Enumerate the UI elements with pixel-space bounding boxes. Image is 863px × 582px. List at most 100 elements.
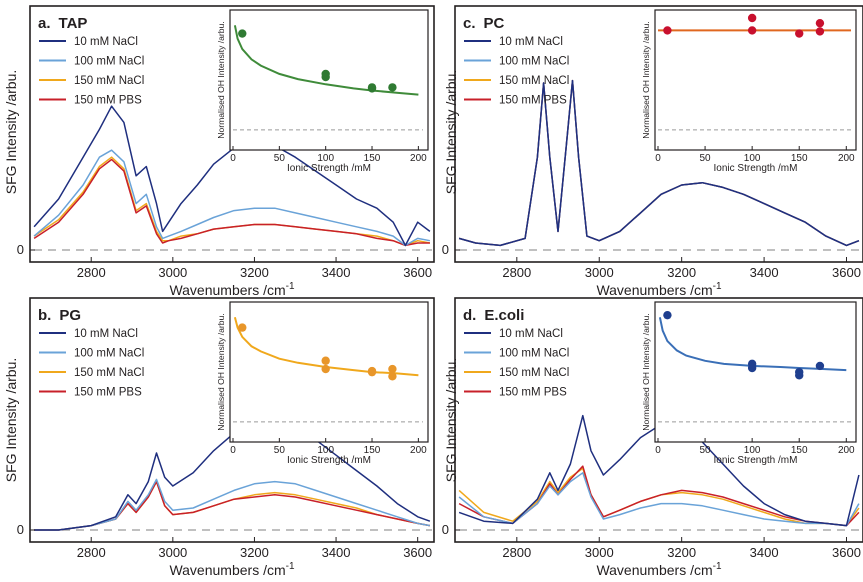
x-tick-label: 3600 (832, 265, 861, 280)
series-group (458, 79, 860, 247)
panel-title: b. PG (38, 307, 81, 324)
inset-x-tick-label: 100 (744, 153, 761, 164)
panel-title: c. PC (463, 15, 505, 32)
x-axis-label: Wavenumbers /cm-1 (169, 561, 295, 578)
y-axis-label: SFG Intensity /arbu. (3, 358, 19, 483)
panel-pg: 2800 3000 3200 3400 3600 0 Wavenumbers /cm-1 SF… (3, 297, 435, 578)
inset-frame (229, 301, 429, 443)
x-tick-label: 3600 (403, 265, 432, 280)
inset-x-label: Ionic Strength /mM (714, 163, 798, 174)
inset-data-point (663, 310, 672, 320)
x-tick-label: 3400 (750, 265, 779, 280)
inset-x-tick-label: 50 (700, 153, 712, 164)
panel-name: TAP (59, 15, 88, 32)
series-line-s100 (33, 149, 431, 247)
y-tick-label: 0 (17, 242, 24, 257)
series-line-s10 (34, 419, 431, 531)
panel-frame (29, 5, 435, 263)
y-axis-label: SFG Intensity /arbu. (443, 358, 459, 483)
inset-x-tick-label: 50 (700, 445, 712, 456)
y-axis-label: SFG Intensity /arbu. (3, 70, 19, 195)
y-tick-label: 0 (442, 522, 449, 537)
panel-name: PG (59, 307, 81, 324)
x-tick-label: 2800 (502, 545, 531, 560)
y-tick-label: 0 (17, 522, 24, 537)
legend-label: 150 mM NaCl (74, 367, 144, 379)
legend-label: 10 mM NaCl (499, 36, 563, 48)
inset-fit-line (233, 25, 419, 96)
series-line-s10 (33, 105, 431, 247)
legend-label: 100 mM NaCl (499, 348, 569, 360)
x-axis-label-text: Wavenumbers /cm (596, 562, 712, 578)
panel-ecoli: 2800 3000 3200 3400 3600 0 Wavenumbers /cm-1 SF… (442, 297, 863, 578)
legend-label: 150 mM NaCl (74, 75, 144, 87)
inset-y-label: Normalised OH Intensity /arbu. (641, 21, 651, 139)
legend-label: 100 mM NaCl (74, 348, 144, 360)
x-axis-label-text: Wavenumbers /cm (169, 562, 285, 578)
inset-data-point (367, 367, 377, 377)
x-tick-label: 3400 (322, 545, 351, 560)
inset-data-point (795, 371, 804, 380)
panel-title: a. TAP (38, 15, 87, 32)
series-line-s10 (458, 414, 860, 527)
inset-data-point (815, 27, 825, 36)
inset-x-tick-label: 0 (230, 153, 236, 164)
inset-data-point (238, 29, 247, 38)
x-tick-label: 3000 (158, 545, 187, 560)
x-axis-label-text: Wavenumbers /cm (169, 282, 285, 298)
x-tick-label: 3400 (322, 265, 351, 280)
inset-x-tick-label: 100 (317, 153, 334, 164)
inset-x-tick-label: 50 (274, 153, 286, 164)
legend-label: 100 mM NaCl (499, 56, 569, 68)
inset-frame (654, 301, 857, 443)
inset-x-tick-label: 200 (838, 445, 855, 456)
inset-data-point (815, 18, 825, 28)
x-tick-label: 3200 (240, 545, 269, 560)
inset-x-tick-label: 0 (655, 153, 661, 164)
panel-name: PC (484, 15, 505, 32)
panel-letter: c. (463, 15, 476, 32)
x-axis-label-sup: -1 (286, 281, 295, 292)
inset-data-point (747, 26, 757, 35)
inset-x-label: Ionic Strength /mM (714, 455, 798, 466)
series-group (33, 105, 431, 247)
inset-x-tick-label: 150 (364, 153, 381, 164)
x-axis-label-sup: -1 (713, 281, 722, 292)
inset-data-point (747, 13, 757, 23)
x-axis-label: Wavenumbers /cm-1 (596, 561, 722, 578)
inset-y-label: Normalised OH Intensity /arbu. (641, 313, 651, 431)
inset-data-point (388, 364, 397, 374)
x-tick-label: 3600 (403, 545, 432, 560)
legend-label: 100 mM NaCl (74, 56, 144, 68)
y-axis-label: SFG Intensity /arbu. (443, 70, 459, 195)
inset: 0 50 100 150 200 Ionic Strength /mM Normalised… (216, 301, 429, 466)
inset-data-point (388, 372, 397, 381)
inset-data-point (815, 361, 825, 371)
x-axis-label-sup: -1 (713, 561, 722, 572)
inset-x-tick-label: 150 (364, 445, 381, 456)
x-tick-label: 3200 (667, 545, 696, 560)
panel-letter: a. (38, 15, 51, 32)
panel-frame (454, 297, 863, 543)
inset-y-label: Normalised OH Intensity /arbu. (216, 313, 226, 431)
inset: 0 50 100 150 200 Ionic Strength /mM Normalised… (641, 9, 857, 174)
inset-x-tick-label: 200 (410, 153, 427, 164)
legend-label: 150 mM PBS (74, 95, 142, 107)
inset-x-tick-label: 0 (655, 445, 661, 456)
legend-label: 150 mM NaCl (499, 367, 569, 379)
inset-data-point (321, 356, 330, 365)
x-tick-label: 3400 (750, 545, 779, 560)
legend-label: 150 mM PBS (499, 387, 567, 399)
series-line-s150 (34, 480, 431, 531)
panel-frame (454, 5, 863, 263)
panel-name: E.coli (484, 307, 524, 324)
inset-x-tick-label: 50 (274, 445, 286, 456)
series-line-s10 (458, 79, 860, 247)
legend-label: 150 mM PBS (74, 387, 142, 399)
x-tick-label: 3600 (832, 545, 861, 560)
inset-fit-line (658, 317, 847, 372)
x-axis-label-sup: -1 (286, 561, 295, 572)
x-tick-label: 3000 (585, 545, 614, 560)
legend-label: 10 mM NaCl (74, 36, 138, 48)
